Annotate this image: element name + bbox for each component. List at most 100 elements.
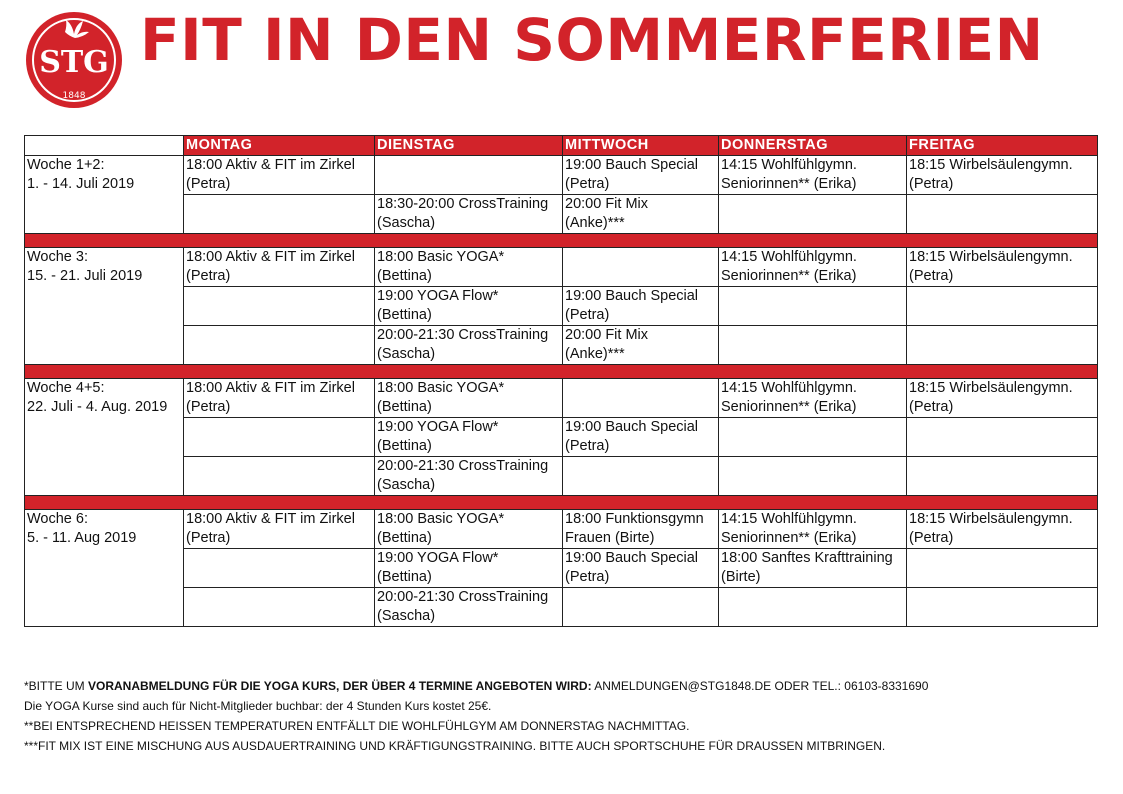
week-label-line: Woche 6: — [27, 511, 88, 527]
class-cell — [718, 456, 907, 496]
schedule-table: MONTAG DIENSTAG MITTWOCH DONNERSTAG FREI… — [24, 135, 1098, 627]
schedule-row: 19:00 YOGA Flow* (Bettina) 19:00 Bauch Spe… — [25, 417, 1098, 457]
class-cell — [183, 456, 375, 496]
schedule-row: 20:00-21:30 CrossTraining (Sascha) 20:00 F… — [25, 325, 1098, 365]
class-cell: 18:00 Basic YOGA* (Bettina) — [374, 247, 563, 287]
class-cell: 18:00 Aktiv & FIT im Zirkel (Petra) — [183, 378, 375, 418]
class-cell-line: (Petra) — [565, 569, 610, 585]
class-cell — [718, 194, 907, 234]
class-cell: 20:00-21:30 CrossTraining (Sascha) — [374, 456, 563, 496]
logo-text: STG — [39, 45, 109, 80]
class-cell-line: 18:15 Wirbelsäulengymn. — [909, 380, 1073, 396]
footnote-text: Die YOGA Kurse sind auch für Nicht-Mitgl… — [24, 699, 492, 713]
class-cell: 19:00 Bauch Special (Petra) — [562, 286, 719, 326]
class-cell-line: (Birte) — [721, 569, 761, 585]
class-cell: 14:15 Wohlfühlgymn. Seniorinnen** (Erika) — [718, 509, 907, 549]
schedule-row: Woche 6: 5. - 11. Aug 2019 18:00 Aktiv & F… — [24, 509, 1098, 627]
class-cell-line: 18:00 Aktiv & FIT im Zirkel — [186, 157, 355, 173]
class-cell — [906, 587, 1098, 627]
day-header: DONNERSTAG — [718, 135, 907, 156]
class-cell-line: 19:00 Bauch Special — [565, 157, 699, 173]
class-cell — [906, 325, 1098, 365]
class-cell-line: 20:00-21:30 CrossTraining — [377, 589, 549, 605]
class-cell: 18:00 Aktiv & FIT im Zirkel (Petra) — [183, 155, 375, 195]
class-cell — [374, 155, 563, 195]
schedule-row: Woche 3: 15. - 21. Juli 2019 18:00 Aktiv &… — [24, 247, 1098, 365]
class-cell-line: 18:00 Funktionsgymn — [565, 511, 704, 527]
class-cell — [562, 587, 719, 627]
class-cell-line: (Petra) — [186, 268, 231, 284]
class-cell: 19:00 Bauch Special (Petra) — [562, 417, 719, 457]
class-cell: 18:15 Wirbelsäulengymn. (Petra) — [906, 378, 1098, 418]
week-label-line: 22. Juli - 4. Aug. 2019 — [27, 399, 168, 415]
class-cell-line: 14:15 Wohlfühlgymn. — [721, 380, 857, 396]
footnote-text: **Bei entsprechend heissen Temperaturen … — [24, 719, 690, 733]
logo-year: 1848 — [63, 91, 86, 101]
class-cell: 18:15 Wirbelsäulengymn. (Petra) — [906, 247, 1098, 287]
class-cell-line: 18:00 Aktiv & FIT im Zirkel — [186, 249, 355, 265]
class-cell-line: (Bettina) — [377, 569, 432, 585]
footnote-text: ***Fit Mix ist eine Mischung aus Ausdaue… — [24, 739, 886, 753]
day-header: MITTWOCH — [562, 135, 719, 156]
class-cell: 18:30-20:00 CrossTraining (Sascha) — [374, 194, 563, 234]
separator-bar — [24, 364, 1098, 379]
class-cell — [906, 194, 1098, 234]
class-cell-line: 20:00-21:30 CrossTraining — [377, 458, 549, 474]
week-separator — [24, 364, 1098, 379]
class-cell-line: 19:00 Bauch Special — [565, 288, 699, 304]
class-cell-line: Seniorinnen** (Erika) — [721, 176, 857, 192]
class-cell-line: (Bettina) — [377, 268, 432, 284]
week-label: Woche 3: 15. - 21. Juli 2019 — [24, 247, 184, 365]
class-cell-line: Seniorinnen** (Erika) — [721, 268, 857, 284]
class-cell-line: (Petra) — [186, 176, 231, 192]
class-cell — [183, 286, 375, 326]
class-cell-line: 18:00 Sanftes Krafttraining — [721, 550, 893, 566]
class-cell-line: (Petra) — [565, 307, 610, 323]
class-cell-line: (Petra) — [186, 530, 231, 546]
week-label-line: Woche 4+5: — [27, 380, 105, 396]
class-cell-line: 20:00 Fit Mix — [565, 196, 648, 212]
footnote-fit-mix: ***Fit Mix ist eine Mischung aus Ausdaue… — [24, 736, 928, 756]
schedule-row: 20:00-21:30 CrossTraining (Sascha) — [25, 456, 1098, 496]
class-cell-line: 19:00 Bauch Special — [565, 419, 699, 435]
class-cell — [906, 417, 1098, 457]
class-cell: 14:15 Wohlfühlgymn. Seniorinnen** (Erika) — [718, 155, 907, 195]
class-cell: 19:00 YOGA Flow* (Bettina) — [374, 548, 563, 588]
class-cell — [183, 325, 375, 365]
class-cell-line: 18:00 Basic YOGA* — [377, 511, 505, 527]
class-cell — [906, 456, 1098, 496]
header-corner — [24, 135, 184, 156]
class-cell-line: 14:15 Wohlfühlgymn. — [721, 249, 857, 265]
class-cell: 19:00 YOGA Flow* (Bettina) — [374, 417, 563, 457]
week-label: Woche 1+2: 1. - 14. Juli 2019 — [24, 155, 184, 234]
class-cell-line: 18:00 Basic YOGA* — [377, 380, 505, 396]
schedule-row: 19:00 YOGA Flow* (Bettina) 19:00 Bauch Spe… — [25, 286, 1098, 326]
schedule-row: Woche 1+2: 1. - 14. Juli 2019 18:00 Aktiv … — [24, 155, 1098, 234]
class-cell-line: (Petra) — [909, 530, 954, 546]
class-cell-line: Seniorinnen** (Erika) — [721, 530, 857, 546]
class-cell — [906, 286, 1098, 326]
class-cell-line: (Petra) — [909, 268, 954, 284]
class-cell: 14:15 Wohlfühlgymn. Seniorinnen** (Erika) — [718, 378, 907, 418]
class-cell: 18:00 Sanftes Krafttraining (Birte) — [718, 548, 907, 588]
class-cell-line: (Bettina) — [377, 307, 432, 323]
class-cell: 18:00 Aktiv & FIT im Zirkel (Petra) — [183, 247, 375, 287]
class-cell-line: 14:15 Wohlfühlgymn. — [721, 157, 857, 173]
class-cell-line: 20:00-21:30 CrossTraining — [377, 327, 549, 343]
class-cell-line: (Petra) — [186, 399, 231, 415]
week-label-line: Woche 3: — [27, 249, 88, 265]
class-cell-line: (Anke)*** — [565, 346, 625, 362]
class-cell-line: 14:15 Wohlfühlgymn. — [721, 511, 857, 527]
schedule-row: Woche 4+5: 22. Juli - 4. Aug. 2019 18:00 A… — [24, 378, 1098, 496]
class-cell-line: (Bettina) — [377, 438, 432, 454]
class-cell-line: (Petra) — [565, 176, 610, 192]
footnote-yoga-price: Die YOGA Kurse sind auch für Nicht-Mitgl… — [24, 696, 928, 716]
class-cell-line: 18:00 Aktiv & FIT im Zirkel — [186, 511, 355, 527]
class-cell: 14:15 Wohlfühlgymn. Seniorinnen** (Erika) — [718, 247, 907, 287]
class-cell — [183, 548, 375, 588]
footnote-text: *Bitte um — [24, 679, 89, 693]
class-cell: 18:00 Basic YOGA* (Bettina) — [374, 378, 563, 418]
page-title: FIT IN DEN SOMMERFERIEN — [140, 6, 1044, 74]
week-label-line: 1. - 14. Juli 2019 — [27, 176, 135, 192]
footnote-yoga-registration: *Bitte um Voranabmeldung für die YOGA Ku… — [24, 676, 928, 696]
